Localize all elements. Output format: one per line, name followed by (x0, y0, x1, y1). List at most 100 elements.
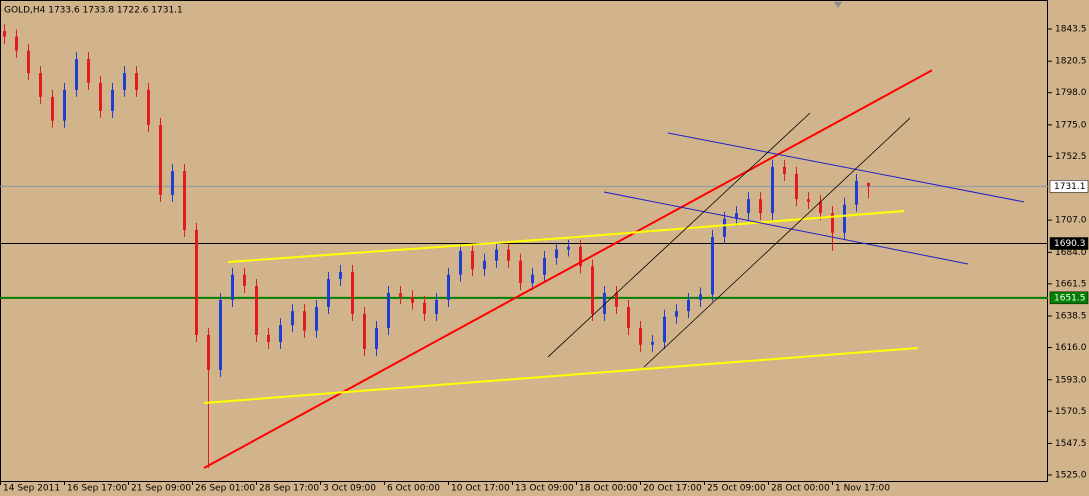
candle-body (843, 204, 846, 233)
candle-body (459, 250, 462, 275)
candle-body (291, 311, 294, 326)
candle-body (555, 249, 558, 258)
candle-body (435, 299, 438, 314)
candle-body (267, 334, 270, 342)
candle-body (519, 260, 522, 284)
candle-body (663, 316, 666, 342)
candle-body (687, 299, 690, 312)
candle-body (219, 299, 222, 370)
candle-body (747, 199, 750, 214)
candle-body (471, 250, 474, 270)
trend-line (667, 132, 1025, 203)
x-tick-label: 1 Nov 17:00 (835, 484, 890, 494)
candle-body (819, 201, 822, 214)
candle-body (603, 292, 606, 314)
candle-body (507, 249, 510, 261)
trend-line (603, 191, 969, 265)
trend-line (203, 69, 933, 469)
price-label: 1690.3 (1054, 239, 1086, 249)
x-tick-label: 10 Oct 17:00 (451, 484, 510, 494)
y-tick-label: 1570.5 (1055, 407, 1087, 417)
price-label: 1731.1 (1054, 182, 1086, 192)
candle-body (3, 31, 6, 37)
y-tick-label: 1684.0 (1055, 248, 1087, 258)
x-tick-label: 28 Oct 00:00 (771, 484, 830, 494)
candle-body (15, 36, 18, 51)
candle-body (639, 327, 642, 345)
candle-body (795, 173, 798, 200)
candle-body (411, 297, 414, 303)
x-tick-label: 16 Sep 17:00 (67, 484, 127, 494)
candle-body (375, 327, 378, 349)
x-tick-label: 13 Oct 09:00 (515, 484, 574, 494)
candle-body (855, 180, 858, 205)
trend-line (203, 346, 919, 405)
candle-body (147, 89, 150, 125)
candle-body (87, 59, 90, 83)
candle-body (279, 325, 282, 342)
trend-line (227, 237, 565, 263)
candle-body (63, 89, 66, 121)
candle-body (243, 274, 246, 286)
x-tick-label: 28 Sep 17:00 (259, 484, 319, 494)
candle-body (483, 260, 486, 270)
candle-body (831, 213, 834, 233)
candle-body (351, 271, 354, 314)
x-tick-label: 26 Sep 01:00 (195, 484, 255, 494)
trend-line (563, 210, 905, 240)
candle-body (531, 274, 534, 284)
candle-body (423, 302, 426, 314)
price-label-box (1049, 180, 1089, 193)
candle-body (183, 171, 186, 230)
plot-frame (0, 0, 1048, 482)
x-tick-label: 25 Oct 09:00 (707, 484, 766, 494)
candle-body (495, 249, 498, 261)
y-tick-label: 1820.5 (1055, 57, 1087, 67)
price-label-box (1049, 291, 1089, 305)
y-tick-label: 1616.0 (1055, 343, 1087, 353)
x-tick-label: 21 Sep 09:00 (131, 484, 191, 494)
candle-body (315, 306, 318, 331)
trend-line (547, 112, 811, 358)
y-tick-label: 1547.5 (1055, 439, 1087, 449)
candle-body (615, 292, 618, 307)
candle-body (207, 334, 210, 370)
x-tick-label: 6 Oct 00:00 (387, 484, 440, 494)
candle-body (123, 73, 126, 90)
candle-body (99, 82, 102, 111)
candle-body (771, 166, 774, 214)
candle-body (807, 199, 810, 202)
y-tick-label: 1593.0 (1055, 375, 1087, 385)
shift-marker (834, 2, 842, 8)
y-tick-label: 1661.5 (1055, 279, 1087, 289)
candle-body (51, 96, 54, 121)
candle-body (195, 229, 198, 335)
y-tick-label: 1638.5 (1055, 312, 1087, 322)
candle-body (579, 246, 582, 267)
candle-body (255, 285, 258, 335)
candle-body (711, 236, 714, 295)
candle-body (171, 171, 174, 195)
candle-body (231, 274, 234, 300)
candle-body (39, 73, 42, 97)
y-tick-label: 1775.0 (1055, 120, 1087, 130)
candle-body (543, 257, 546, 275)
candle-body (783, 166, 786, 174)
chart-title: GOLD,H4 1733.6 1733.8 1722.6 1731.1 (4, 6, 183, 16)
candle-body (759, 199, 762, 214)
plot-layer (0, 24, 1048, 469)
candle-body (627, 306, 630, 328)
candle-body (111, 89, 114, 111)
candle-body (363, 313, 366, 349)
candle-body (447, 274, 450, 300)
candle-body (867, 182, 870, 187)
candle-body (699, 294, 702, 300)
trend-line (643, 117, 911, 368)
x-tick-label: 14 Sep 2011 (3, 484, 60, 494)
y-tick-label: 1843.5 (1055, 24, 1087, 34)
candle-body (27, 50, 30, 74)
candle-body (567, 246, 570, 250)
price-label-box (1049, 237, 1089, 250)
candle-body (387, 292, 390, 328)
